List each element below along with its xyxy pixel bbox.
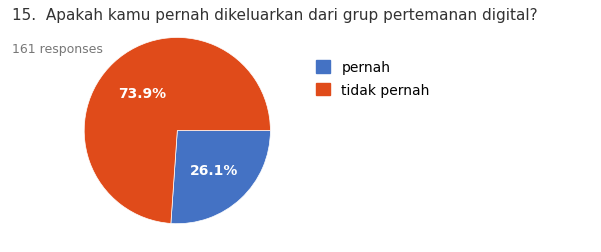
- Text: 26.1%: 26.1%: [190, 163, 239, 177]
- Text: 161 responses: 161 responses: [12, 43, 103, 56]
- Text: 15.  Apakah kamu pernah dikeluarkan dari grup pertemanan digital?: 15. Apakah kamu pernah dikeluarkan dari …: [12, 8, 538, 22]
- Wedge shape: [84, 38, 270, 224]
- Wedge shape: [171, 131, 270, 224]
- Text: 73.9%: 73.9%: [118, 87, 166, 101]
- Legend: pernah, tidak pernah: pernah, tidak pernah: [313, 57, 434, 101]
